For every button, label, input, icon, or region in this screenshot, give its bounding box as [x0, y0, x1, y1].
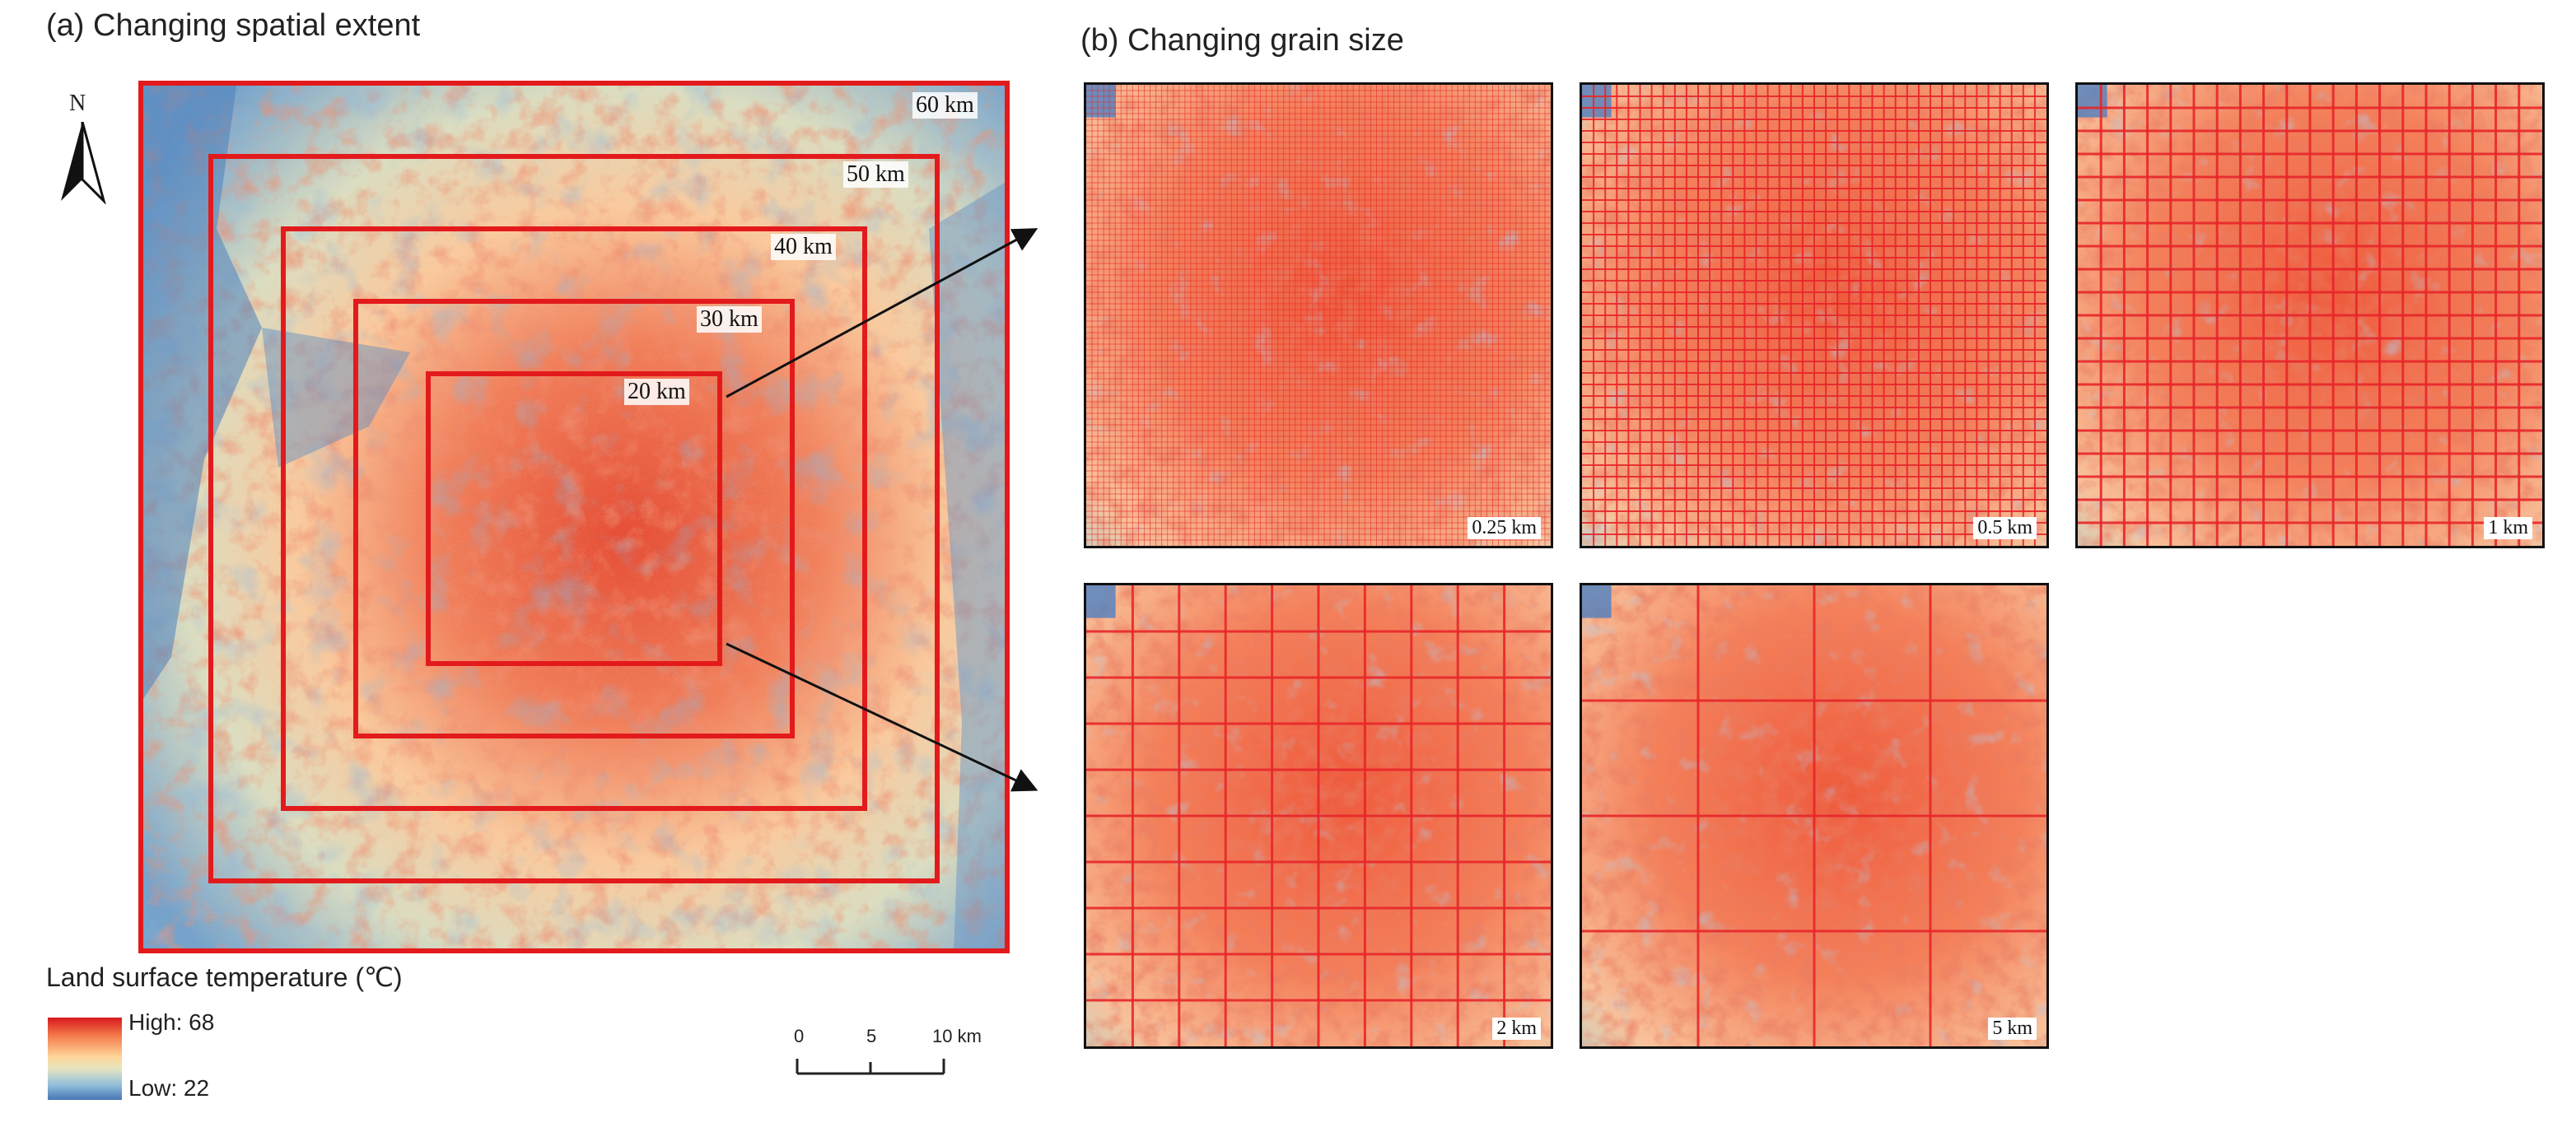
grain-size-label: 2 km [1492, 1018, 1541, 1040]
grain-panel-raster [1086, 85, 1551, 546]
scale-bar-line [796, 1059, 945, 1075]
legend-low-label: Low: 22 [128, 1075, 210, 1101]
zoom-arrows [726, 228, 1038, 792]
scale-tick-label: 5 [866, 1026, 877, 1046]
extent-box-20km [426, 371, 722, 666]
scale-bar: 0 5 10 km [791, 1026, 982, 1083]
grain-panel-raster [1582, 585, 2046, 1046]
grain-panel: 0.5 km [1580, 82, 2049, 548]
extent-box-50km [208, 154, 940, 883]
rural-region [929, 179, 1010, 953]
extent-box-30km [353, 299, 795, 738]
extent-label-50km: 50 km [843, 161, 908, 188]
scale-tick-label: 0 [794, 1026, 805, 1046]
zoom-arrow-lower [726, 642, 1038, 792]
grain-grid [1086, 585, 1551, 1046]
grain-grid [1582, 85, 2046, 546]
grain-grid [1582, 585, 2046, 1046]
grain-size-label: 1 km [2484, 517, 2532, 539]
grain-panel-raster [2078, 85, 2542, 546]
extent-label-40km: 40 km [771, 234, 836, 260]
grain-panel: 2 km [1084, 583, 1553, 1049]
zoom-arrow-upper [726, 228, 1038, 398]
extent-label-20km: 20 km [624, 379, 689, 405]
grain-grid [1086, 85, 1551, 546]
legend-color-ramp [48, 1018, 122, 1100]
grain-panel: 0.25 km [1084, 82, 1553, 548]
extent-label-30km: 30 km [697, 306, 762, 333]
panel-a-title: (a) Changing spatial extent [46, 8, 421, 43]
extent-box-60km [138, 81, 1010, 953]
grain-panel: 1 km [2075, 82, 2545, 548]
grain-panel: 5 km [1580, 583, 2049, 1049]
grain-size-label: 0.5 km [1973, 517, 2037, 539]
north-label: N [69, 91, 86, 116]
extent-boxes [138, 81, 1010, 953]
extent-label-60km: 60 km [912, 92, 978, 119]
grain-grid [2078, 85, 2542, 546]
grain-size-label: 5 km [1988, 1018, 2037, 1040]
extent-box-40km [281, 226, 867, 811]
north-arrow-icon [61, 122, 106, 204]
legend-high-label: High: 68 [128, 1009, 215, 1035]
grain-panel-raster [1086, 585, 1551, 1046]
mountain-region [138, 81, 262, 706]
grain-size-label: 0.25 km [1468, 517, 1541, 539]
mountain-region [262, 328, 410, 468]
panel-b-title: (b) Changing grain size [1080, 23, 1404, 58]
north-arrow: N [58, 91, 107, 206]
scale-tick-label: 10 km [932, 1026, 982, 1046]
legend-title: Land surface temperature (℃) [46, 962, 403, 992]
grain-panel-raster [1582, 85, 2046, 546]
